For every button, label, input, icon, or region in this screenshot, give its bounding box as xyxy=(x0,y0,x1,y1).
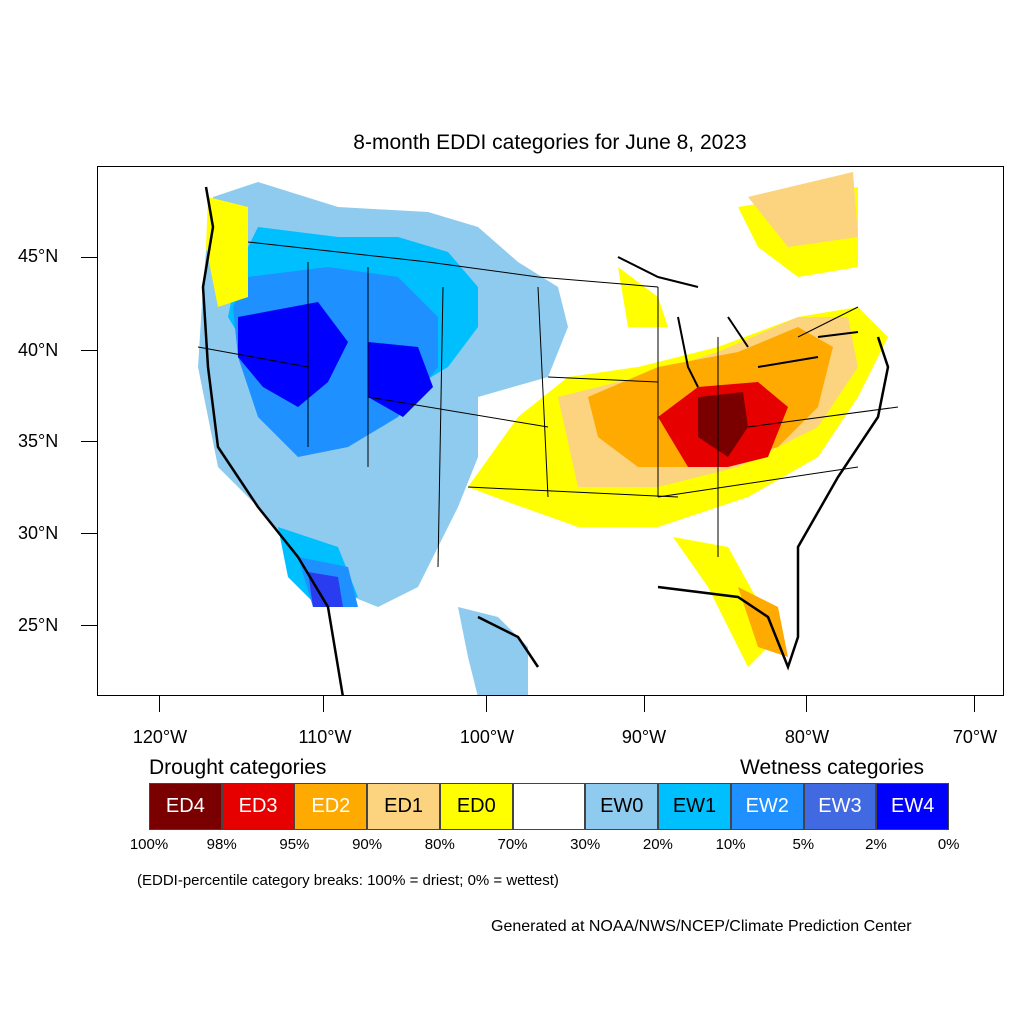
legend-box-ew1: EW1 xyxy=(658,783,731,830)
percent-break-label: 100% xyxy=(129,836,169,853)
ew4-region-east xyxy=(368,342,433,417)
ed4-region xyxy=(698,392,748,457)
lon-tick xyxy=(323,696,324,712)
legend-box-ew0: EW0 xyxy=(585,783,659,830)
category-footnote: (EDDI-percentile category breaks: 100% =… xyxy=(137,872,559,889)
ed0-region-great-lakes xyxy=(618,267,668,327)
percent-break-label: 0% xyxy=(937,836,960,853)
lon-tick xyxy=(486,696,487,712)
percent-break-label: 2% xyxy=(865,836,887,853)
percent-break-label: 80% xyxy=(424,836,455,853)
lat-label-35: 35°N xyxy=(18,431,59,451)
percent-break-label: 5% xyxy=(792,836,815,853)
legend-box-ew4: EW4 xyxy=(876,783,950,830)
lat-tick xyxy=(81,350,97,351)
coastline xyxy=(201,186,890,695)
great-lakes xyxy=(617,256,859,388)
lat-label-30: 30°N xyxy=(18,523,59,543)
legend-box-ed0: ED0 xyxy=(439,783,513,830)
percent-break-label: 98% xyxy=(206,836,237,853)
drought-categories-heading: Drought categories xyxy=(149,756,327,779)
percent-break-label: 10% xyxy=(715,836,746,853)
lon-tick xyxy=(806,696,807,712)
percent-break-label: 95% xyxy=(279,836,310,853)
lon-label-80: 80°W xyxy=(784,727,830,747)
percent-break-label: 20% xyxy=(642,836,673,853)
legend-box-ed2: ED2 xyxy=(294,783,368,830)
legend-box-ed3: ED3 xyxy=(221,783,295,830)
lon-tick xyxy=(974,696,975,712)
percent-break-label: 90% xyxy=(352,836,383,853)
lat-tick xyxy=(81,257,97,258)
legend-box-ew2: EW2 xyxy=(730,783,804,830)
lat-tick xyxy=(81,533,97,534)
lat-tick xyxy=(81,441,97,442)
ew4-region xyxy=(238,302,348,407)
ew0-region-texas xyxy=(458,607,528,695)
eddi-map xyxy=(197,172,899,695)
lat-tick xyxy=(81,625,97,626)
lon-label-110: 110°W xyxy=(298,727,352,747)
lat-label-45: 45°N xyxy=(18,246,59,266)
lon-label-120: 120°W xyxy=(132,727,188,747)
lon-tick xyxy=(644,696,645,712)
lat-label-25: 25°N xyxy=(18,615,59,635)
percent-break-label: 70% xyxy=(497,836,528,853)
legend-box-ed4: ED4 xyxy=(149,783,222,830)
lon-label-100: 100°W xyxy=(459,727,515,747)
map-frame xyxy=(97,166,1004,696)
source-credit: Generated at NOAA/NWS/NCEP/Climate Predi… xyxy=(491,918,912,935)
legend-box-ew3: EW3 xyxy=(803,783,877,830)
lon-tick xyxy=(159,696,160,712)
percent-break-label: 30% xyxy=(570,836,601,853)
lat-label-40: 40°N xyxy=(18,340,59,360)
wetness-categories-heading: Wetness categories xyxy=(740,756,925,779)
legend-colorbar: ED4 ED3 ED2 ED1 ED0 EW0 EW1 EW2 EW3 EW4 xyxy=(149,783,950,830)
lon-label-90: 90°W xyxy=(621,727,667,747)
ew4-region-mexico xyxy=(308,572,343,607)
state-boundaries xyxy=(197,241,899,568)
ed0-region-pacific-nw xyxy=(206,197,248,307)
ed0-region-southeast xyxy=(673,537,778,667)
ed1-region-canada xyxy=(748,172,858,247)
legend-box-normal xyxy=(512,783,586,830)
legend-box-ed1: ED1 xyxy=(367,783,440,830)
lon-label-70: 70°W xyxy=(952,727,998,747)
map-title: 8-month EDDI categories for June 8, 2023 xyxy=(353,131,747,154)
